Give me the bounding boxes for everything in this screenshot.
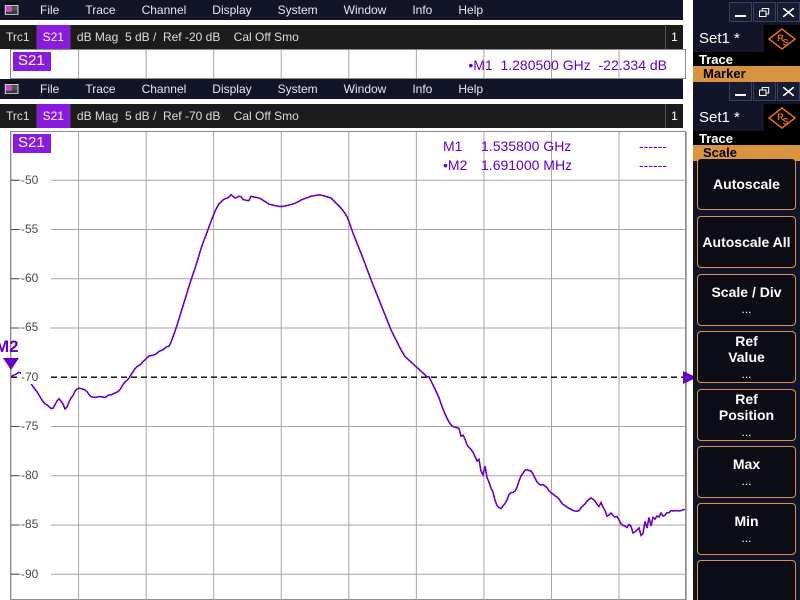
- svg-text:S: S: [782, 37, 788, 47]
- svg-text:S: S: [782, 116, 788, 126]
